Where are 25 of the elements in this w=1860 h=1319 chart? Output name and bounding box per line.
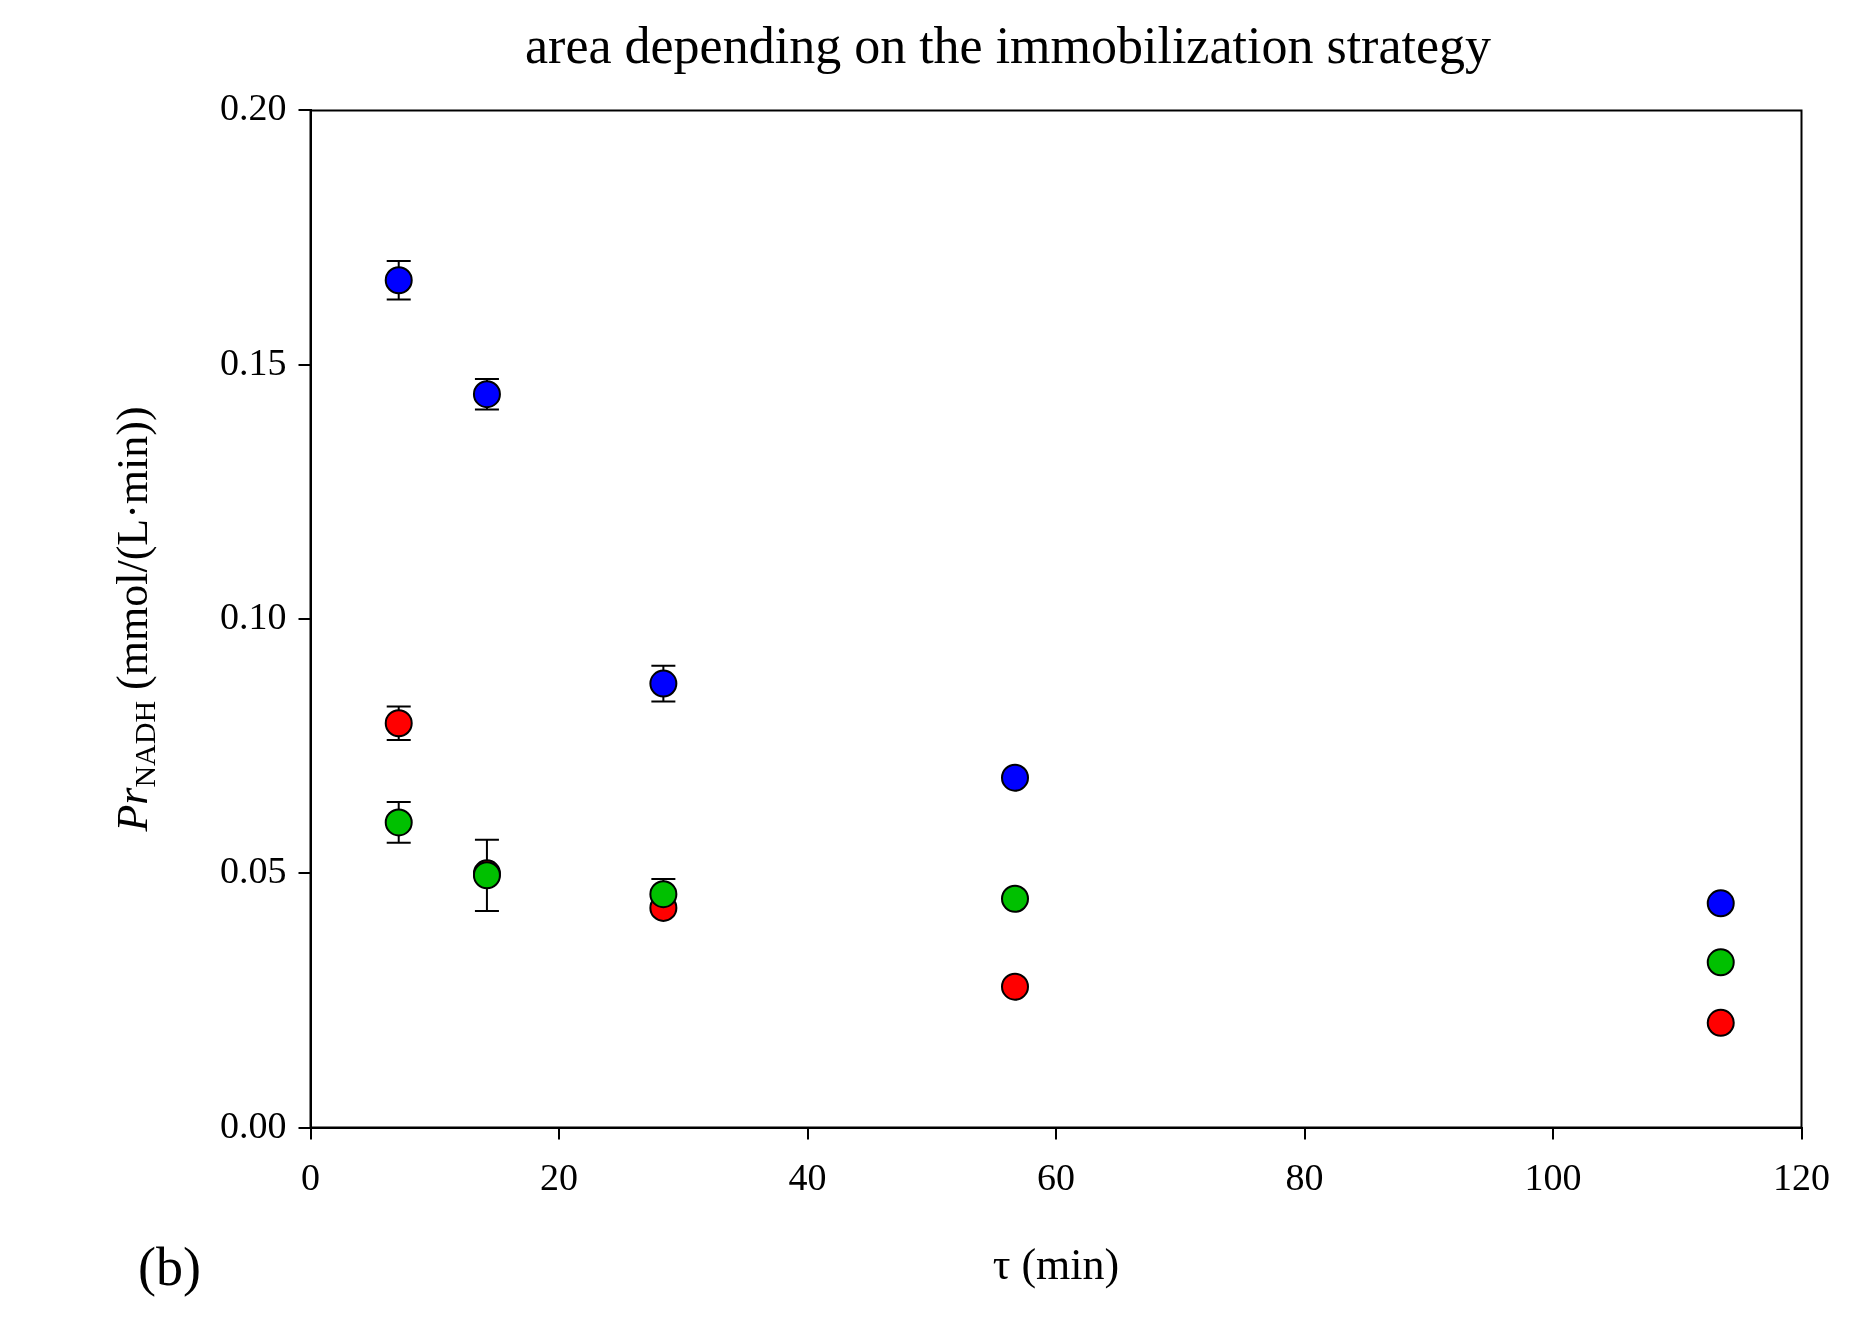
y-tick-label: 0.00 [220,1103,287,1146]
point [384,808,413,837]
point [1706,948,1735,977]
y-axis-title: PrNADH (mmol/(L·min)) [108,406,162,833]
point [649,669,678,698]
y-tick-label: 0.15 [220,340,287,383]
point [1001,763,1029,792]
x-tick-label: 80 [1285,1156,1324,1199]
x-tick-label: 20 [540,1156,578,1199]
y-tick-label: 0.10 [220,594,287,637]
x-tick-label: 120 [1773,1156,1830,1199]
point [1001,972,1029,1001]
text: (b) [138,1237,201,1298]
y-tick-label: 0.05 [220,849,287,892]
x-tick-label: 40 [788,1156,827,1199]
point [1001,884,1029,913]
point [1706,889,1735,918]
chart-title: area depending on the immobilization strategy [524,16,1492,74]
x-tick-label: 0 [301,1156,320,1199]
x-tick-label: 60 [1037,1156,1075,1199]
x-axis-title: τ (min) [992,1240,1120,1290]
y-tick-label: 0.20 [220,86,287,129]
point [384,266,413,295]
point [1706,1008,1735,1037]
x-tick-label: 100 [1524,1156,1582,1199]
